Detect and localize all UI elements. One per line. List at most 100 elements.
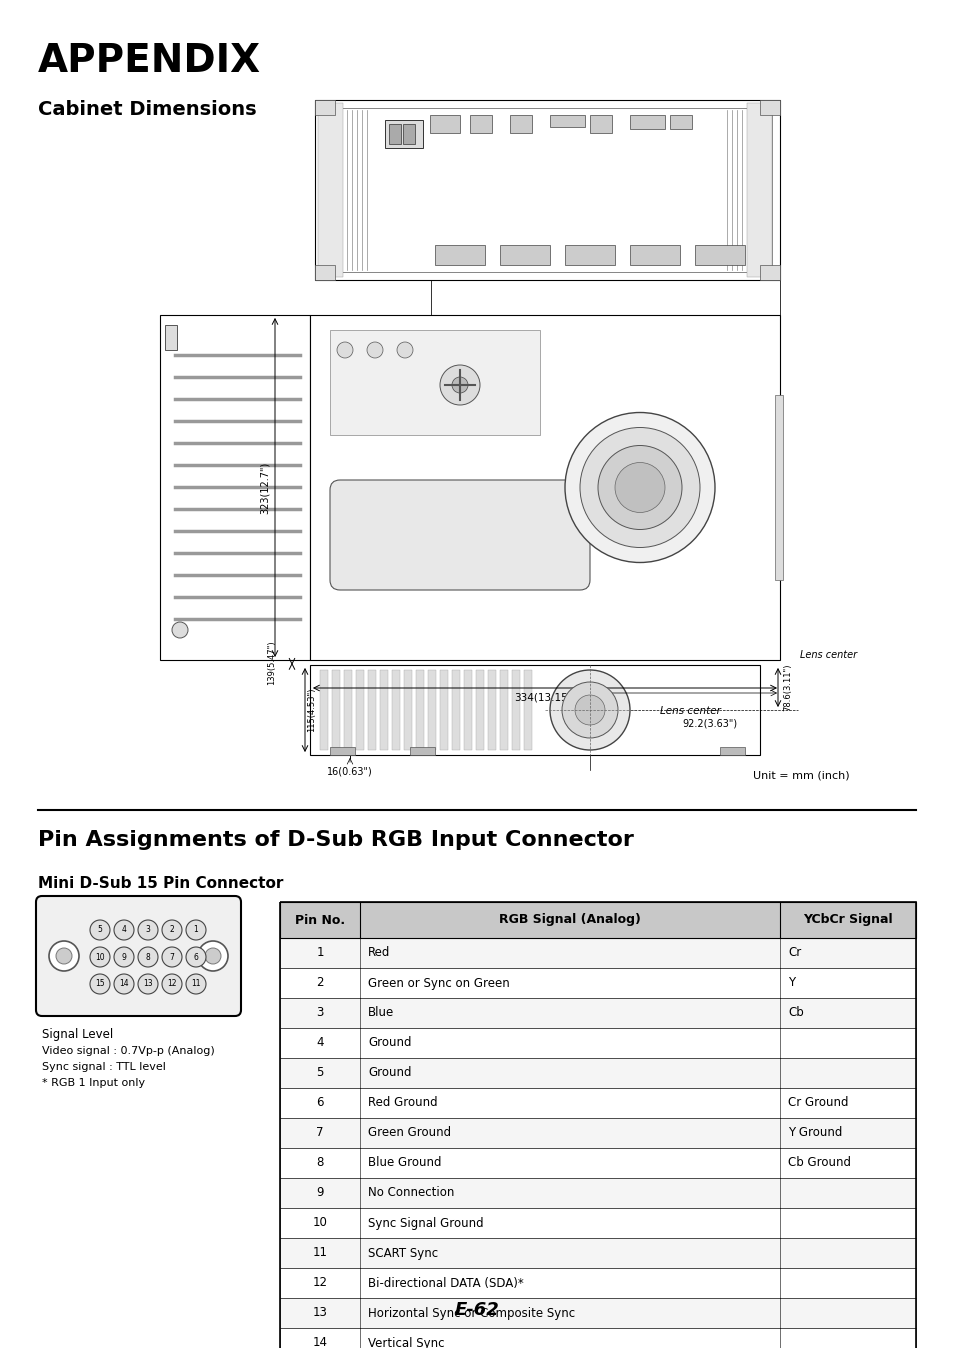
Text: RGB Signal (Analog): RGB Signal (Analog) xyxy=(498,914,640,926)
Bar xyxy=(389,124,400,144)
Text: 4: 4 xyxy=(315,1037,323,1050)
Bar xyxy=(416,670,423,749)
FancyBboxPatch shape xyxy=(330,480,589,590)
Bar xyxy=(310,315,780,661)
Text: 12: 12 xyxy=(313,1277,327,1290)
Text: E-62: E-62 xyxy=(455,1301,498,1318)
Text: SCART Sync: SCART Sync xyxy=(368,1247,437,1259)
Bar xyxy=(760,266,780,280)
Circle shape xyxy=(162,975,182,993)
Text: Horizontal Sync or Composite Sync: Horizontal Sync or Composite Sync xyxy=(368,1306,575,1320)
Text: 3: 3 xyxy=(146,926,151,934)
Text: Video signal : 0.7Vp-p (Analog): Video signal : 0.7Vp-p (Analog) xyxy=(42,1046,214,1055)
Text: No Connection: No Connection xyxy=(368,1186,454,1200)
Text: 92.2(3.63"): 92.2(3.63") xyxy=(681,718,737,728)
Text: Green or Sync on Green: Green or Sync on Green xyxy=(368,976,509,989)
Text: Vertical Sync: Vertical Sync xyxy=(368,1336,444,1348)
Circle shape xyxy=(579,427,700,547)
Text: 14: 14 xyxy=(119,980,129,988)
Circle shape xyxy=(172,621,188,638)
Circle shape xyxy=(90,919,110,940)
Circle shape xyxy=(113,948,133,967)
Bar xyxy=(344,670,352,749)
Text: 5: 5 xyxy=(316,1066,323,1080)
Circle shape xyxy=(564,412,714,562)
Bar xyxy=(317,102,343,276)
Text: Y: Y xyxy=(787,976,794,989)
Text: YCbCr Signal: YCbCr Signal xyxy=(802,914,892,926)
Circle shape xyxy=(205,948,221,964)
Bar xyxy=(629,115,664,129)
Bar xyxy=(314,266,335,280)
Circle shape xyxy=(198,941,228,971)
Bar xyxy=(280,1088,915,1117)
Bar xyxy=(280,1029,915,1058)
Text: Blue: Blue xyxy=(368,1007,394,1019)
Bar xyxy=(589,115,612,133)
Text: Green Ground: Green Ground xyxy=(368,1127,451,1139)
Bar xyxy=(280,1117,915,1148)
Circle shape xyxy=(113,975,133,993)
Text: 9: 9 xyxy=(121,953,127,961)
Bar xyxy=(280,998,915,1029)
Circle shape xyxy=(138,975,158,993)
Bar xyxy=(774,395,782,580)
Text: 139(5.47"): 139(5.47") xyxy=(267,640,275,685)
FancyBboxPatch shape xyxy=(36,896,241,1016)
Bar xyxy=(410,747,435,755)
Bar xyxy=(746,102,771,276)
Text: 9: 9 xyxy=(315,1186,323,1200)
Bar xyxy=(402,124,415,144)
Circle shape xyxy=(598,445,681,530)
Bar xyxy=(499,245,550,266)
Bar xyxy=(280,938,915,968)
Bar xyxy=(280,902,915,1348)
Circle shape xyxy=(162,919,182,940)
Text: Unit = mm (inch): Unit = mm (inch) xyxy=(753,770,849,780)
Bar xyxy=(463,670,472,749)
Text: 115(4.53"): 115(4.53") xyxy=(307,687,315,732)
Bar xyxy=(510,115,532,133)
Text: 5: 5 xyxy=(97,926,102,934)
Circle shape xyxy=(396,342,413,359)
Bar xyxy=(476,670,483,749)
Circle shape xyxy=(439,365,479,404)
Text: 12: 12 xyxy=(167,980,176,988)
Bar xyxy=(280,1237,915,1268)
Text: 10: 10 xyxy=(313,1216,327,1229)
Text: 78.6(3.11"): 78.6(3.11") xyxy=(782,663,791,712)
Text: Signal Level: Signal Level xyxy=(42,1029,113,1041)
Text: 13: 13 xyxy=(313,1306,327,1320)
Text: 4: 4 xyxy=(121,926,127,934)
Text: Ground: Ground xyxy=(368,1037,411,1050)
Text: Bi-directional DATA (SDA)*: Bi-directional DATA (SDA)* xyxy=(368,1277,523,1290)
Circle shape xyxy=(550,670,629,749)
Bar xyxy=(332,670,339,749)
Text: 16(0.63"): 16(0.63") xyxy=(327,767,373,776)
Text: 334(13.15"): 334(13.15") xyxy=(514,693,576,704)
Text: Ground: Ground xyxy=(368,1066,411,1080)
Circle shape xyxy=(367,342,382,359)
Text: Sync Signal Ground: Sync Signal Ground xyxy=(368,1216,483,1229)
Bar xyxy=(280,1298,915,1328)
Circle shape xyxy=(90,948,110,967)
Bar xyxy=(428,670,436,749)
Bar xyxy=(695,245,744,266)
Text: 15: 15 xyxy=(95,980,105,988)
Circle shape xyxy=(186,919,206,940)
Text: 6: 6 xyxy=(193,953,198,961)
Circle shape xyxy=(56,948,71,964)
Text: Sync signal : TTL level: Sync signal : TTL level xyxy=(42,1062,166,1072)
Bar xyxy=(385,120,422,148)
Bar xyxy=(669,115,691,129)
Bar xyxy=(629,245,679,266)
Text: Cabinet Dimensions: Cabinet Dimensions xyxy=(38,100,256,119)
Bar xyxy=(280,1208,915,1237)
Circle shape xyxy=(186,975,206,993)
Circle shape xyxy=(575,696,604,725)
Bar xyxy=(280,1268,915,1298)
Text: Cr: Cr xyxy=(787,946,801,960)
Bar xyxy=(550,115,584,127)
Bar xyxy=(355,670,364,749)
Circle shape xyxy=(452,377,468,394)
